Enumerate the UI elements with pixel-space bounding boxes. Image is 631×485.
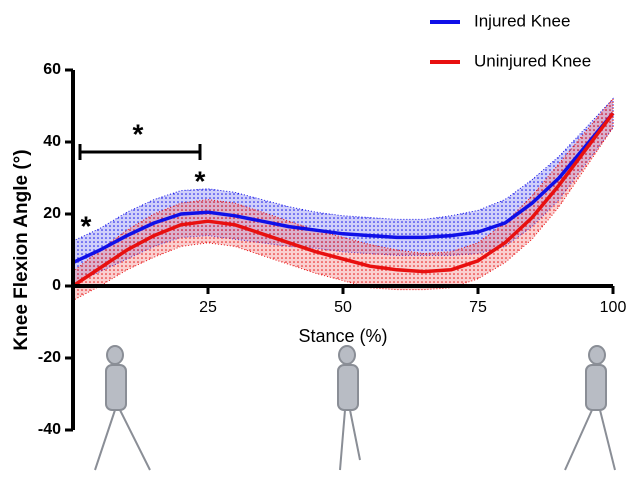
legend-label: Uninjured Knee bbox=[474, 51, 591, 70]
x-tick-label: 50 bbox=[334, 299, 352, 316]
x-tick-label: 100 bbox=[600, 299, 627, 316]
skeletons bbox=[95, 346, 615, 470]
significance-star: * bbox=[195, 165, 206, 196]
x-tick-label: 25 bbox=[199, 299, 217, 316]
y-tick-label: -40 bbox=[38, 421, 61, 438]
chart: Knee Flexion Angle (°) Stance (%) Injure… bbox=[0, 0, 631, 485]
legend-label: Injured Knee bbox=[474, 11, 570, 30]
y-tick-label: 60 bbox=[43, 61, 61, 78]
significance-star: * bbox=[81, 210, 92, 241]
y-axis-label: Knee Flexion Angle (°) bbox=[11, 149, 32, 350]
y-tick-label: 20 bbox=[43, 205, 61, 222]
y-tick-label: 0 bbox=[52, 277, 61, 294]
significance-star: * bbox=[133, 118, 144, 149]
x-axis-label: Stance (%) bbox=[298, 326, 387, 346]
y-tick-label: 40 bbox=[43, 133, 61, 150]
y-tick-label: -20 bbox=[38, 349, 61, 366]
x-tick-label: 75 bbox=[469, 299, 487, 316]
